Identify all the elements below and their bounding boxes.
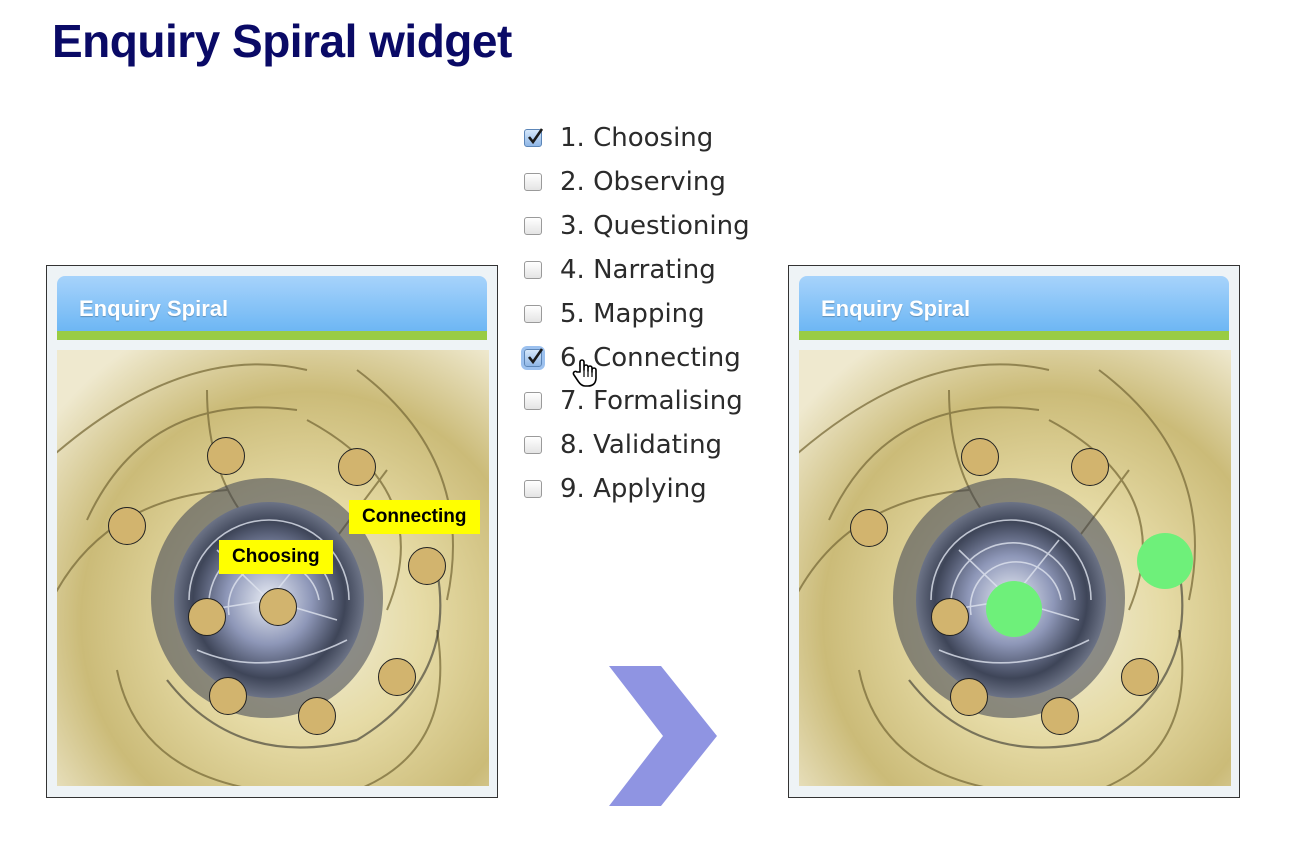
spiral-marker[interactable] — [850, 509, 888, 547]
checklist-item-applying[interactable]: 9. Applying — [524, 469, 784, 509]
spiral-marker[interactable] — [108, 507, 146, 545]
checklist-label: 6. Connecting — [560, 343, 741, 373]
spiral-marker[interactable] — [408, 547, 446, 585]
checkbox-validating[interactable] — [524, 436, 542, 454]
header-accent-bar — [799, 331, 1229, 340]
widget-title: Enquiry Spiral — [79, 296, 229, 321]
checklist-label: 5. Mapping — [560, 299, 705, 329]
checklist-item-formalising[interactable]: 7. Formalising — [524, 381, 784, 421]
checkmark-icon — [527, 348, 544, 365]
widget-title: Enquiry Spiral — [821, 296, 971, 321]
checklist-label: 3. Questioning — [560, 211, 750, 241]
checkbox-mapping[interactable] — [524, 305, 542, 323]
checklist-label: 7. Formalising — [560, 386, 743, 416]
tag-connecting: Connecting — [349, 500, 480, 534]
spiral-marker-active-choosing[interactable] — [986, 581, 1042, 637]
spiral-marker[interactable] — [209, 677, 247, 715]
checkbox-choosing[interactable] — [524, 128, 544, 147]
spiral-marker[interactable] — [298, 697, 336, 735]
enquiry-spiral-widget-after: Enquiry Spiral — [788, 265, 1240, 798]
checklist-item-choosing[interactable]: 1. Choosing — [524, 118, 784, 158]
checkmark-icon — [527, 128, 544, 145]
nautilus-shell-image — [799, 350, 1231, 786]
tag-choosing: Choosing — [219, 540, 333, 574]
checklist-item-validating[interactable]: 8. Validating — [524, 425, 784, 465]
header-accent-bar — [57, 331, 487, 340]
checkbox-observing[interactable] — [524, 173, 542, 191]
enquiry-spiral-widget-before: Enquiry Spiral — [46, 265, 498, 798]
spiral-marker[interactable] — [1071, 448, 1109, 486]
spiral-marker[interactable] — [188, 598, 226, 636]
checklist-item-mapping[interactable]: 5. Mapping — [524, 294, 784, 334]
checkbox-formalising[interactable] — [524, 392, 542, 410]
checklist-item-connecting[interactable]: 6. Connecting — [524, 338, 784, 378]
checkbox-connecting[interactable] — [524, 348, 544, 367]
checklist-label: 4. Narrating — [560, 255, 716, 285]
spiral-marker[interactable] — [931, 598, 969, 636]
spiral-marker[interactable] — [1041, 697, 1079, 735]
checkbox-narrating[interactable] — [524, 261, 542, 279]
checklist-label: 1. Choosing — [560, 123, 714, 153]
widget-header: Enquiry Spiral — [799, 276, 1229, 340]
chevron-right-icon[interactable] — [609, 666, 717, 806]
spiral-marker[interactable] — [1121, 658, 1159, 696]
spiral-marker[interactable] — [259, 588, 297, 626]
spiral-marker[interactable] — [338, 448, 376, 486]
spiral-marker[interactable] — [961, 438, 999, 476]
checkbox-applying[interactable] — [524, 480, 542, 498]
checklist-item-questioning[interactable]: 3. Questioning — [524, 206, 784, 246]
checkbox-questioning[interactable] — [524, 217, 542, 235]
spiral-marker[interactable] — [207, 437, 245, 475]
widget-header: Enquiry Spiral — [57, 276, 487, 340]
spiral-marker[interactable] — [950, 678, 988, 716]
checklist-item-narrating[interactable]: 4. Narrating — [524, 250, 784, 290]
checklist-item-observing[interactable]: 2. Observing — [524, 162, 784, 202]
checklist-label: 8. Validating — [560, 430, 723, 460]
checklist-label: 9. Applying — [560, 474, 707, 504]
spiral-marker[interactable] — [378, 658, 416, 696]
slide-title: Enquiry Spiral widget — [52, 15, 512, 67]
checklist-label: 2. Observing — [560, 167, 726, 197]
spiral-marker-active-connecting[interactable] — [1137, 533, 1193, 589]
